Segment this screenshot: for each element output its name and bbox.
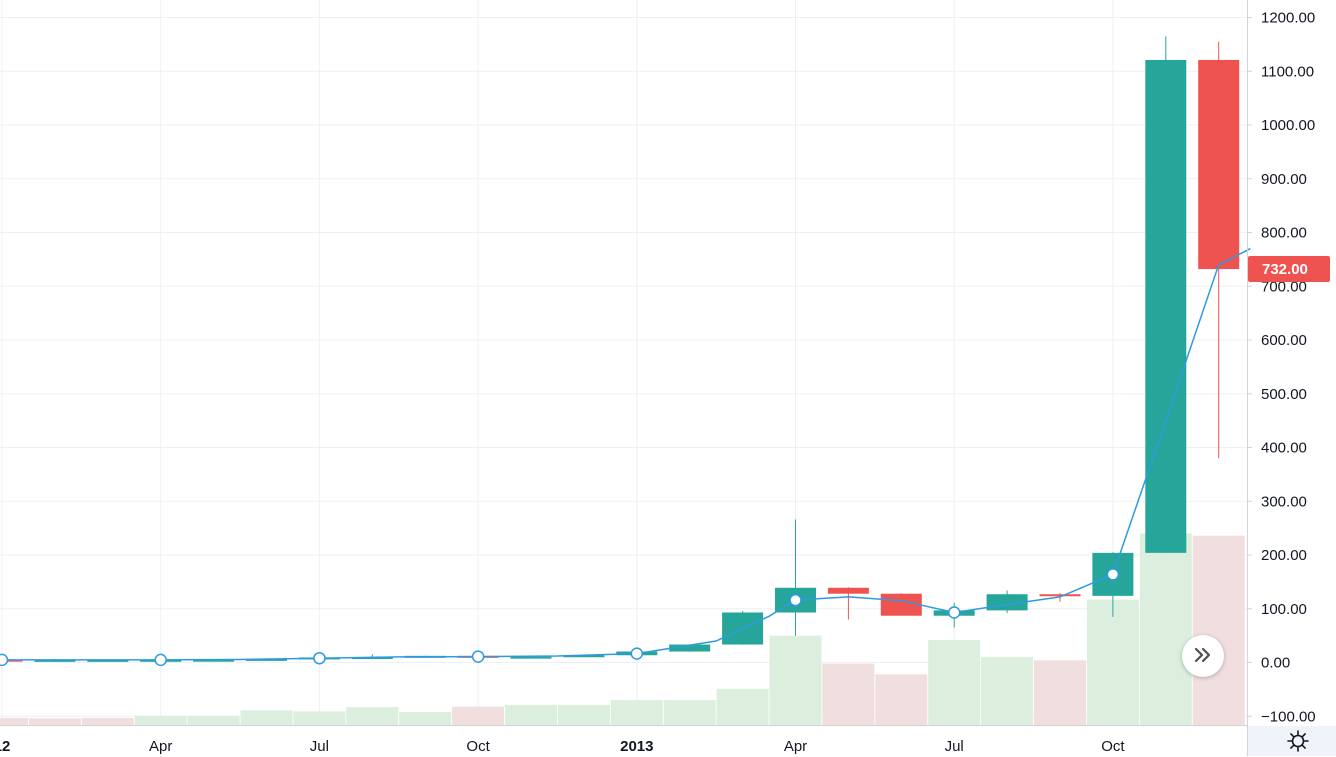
volume-bar xyxy=(1192,535,1245,725)
line-series-path xyxy=(2,247,1251,661)
time-tick-label: 12 xyxy=(0,738,10,755)
price-tick-label: 1000.00 xyxy=(1261,117,1315,134)
line-series-marker xyxy=(947,606,961,619)
line-series-marker xyxy=(0,653,9,667)
volume-bar xyxy=(610,700,663,725)
candle-body xyxy=(827,587,869,594)
line-series-marker xyxy=(154,653,167,667)
price-tick-label: −100.00 xyxy=(1261,708,1316,725)
volume-bar xyxy=(81,717,134,725)
volume-bar xyxy=(240,710,293,725)
volume-bar xyxy=(1034,660,1086,725)
volume-bars xyxy=(0,533,1245,725)
moving-average-line xyxy=(0,247,1251,667)
scroll-to-realtime-button[interactable] xyxy=(1182,635,1224,677)
candles xyxy=(0,36,1240,662)
price-tick-label: 1200.00 xyxy=(1261,10,1315,27)
price-tick-label: 0.00 xyxy=(1261,655,1290,672)
time-tick-label: 2013 xyxy=(620,738,653,755)
candle-body xyxy=(0,659,23,662)
volume-bar xyxy=(981,657,1034,725)
volume-bar xyxy=(134,715,187,725)
volume-bar xyxy=(928,639,981,725)
line-series-marker xyxy=(471,650,485,663)
candle-body xyxy=(880,593,922,616)
volume-bar xyxy=(875,674,928,725)
candle-body xyxy=(34,659,76,662)
time-tick-label: Oct xyxy=(466,738,490,755)
volume-bar xyxy=(1086,599,1139,725)
last-price-badge xyxy=(1248,256,1330,283)
volume-bar xyxy=(293,711,346,725)
time-tick-label: Oct xyxy=(1101,738,1125,755)
chart-settings-button[interactable] xyxy=(1284,729,1312,757)
last-price-label: 732.00 xyxy=(1262,261,1308,278)
candle-body xyxy=(1145,59,1187,553)
candle-body xyxy=(87,659,129,662)
volume-bar xyxy=(187,715,240,725)
candle-body xyxy=(246,658,287,661)
price-tick-label: 700.00 xyxy=(1261,278,1307,295)
volume-bar xyxy=(0,717,28,725)
volume-bar xyxy=(663,700,716,725)
volume-bar xyxy=(452,706,505,725)
double-chevron-right-icon xyxy=(1194,643,1212,669)
time-tick-label: Jul xyxy=(945,738,964,755)
candle-body xyxy=(510,656,552,659)
volume-bar xyxy=(346,707,399,725)
time-tick-label: Apr xyxy=(149,738,172,755)
candle-body xyxy=(193,659,235,662)
price-tick-label: 500.00 xyxy=(1261,386,1307,403)
time-tick-label: Jul xyxy=(310,738,329,755)
price-tick-label: 1100.00 xyxy=(1261,63,1314,80)
candle-body xyxy=(669,644,711,652)
price-tick-label: 100.00 xyxy=(1261,601,1307,618)
volume-bar xyxy=(557,704,610,725)
line-series-marker xyxy=(630,647,644,660)
volume-bar xyxy=(28,718,81,725)
volume-bar xyxy=(822,663,875,725)
volume-bar xyxy=(399,711,452,725)
price-tick-label: 600.00 xyxy=(1261,332,1307,349)
line-series-marker xyxy=(313,651,326,665)
price-tick-label: 800.00 xyxy=(1261,225,1307,242)
price-tick-label: 300.00 xyxy=(1261,493,1307,510)
line-series-marker xyxy=(789,593,802,607)
volume-bar xyxy=(769,635,822,725)
line-series-marker xyxy=(1106,568,1120,581)
price-tick-label: 900.00 xyxy=(1261,171,1307,188)
candle-body xyxy=(1039,594,1081,597)
volume-bar xyxy=(505,704,557,725)
grid-lines xyxy=(0,0,1247,725)
candle-body xyxy=(1198,59,1240,270)
volume-bar xyxy=(716,688,769,725)
volume-bar xyxy=(1139,533,1192,725)
gear-icon xyxy=(1287,729,1309,757)
price-tick-label: 400.00 xyxy=(1261,440,1307,457)
price-tick-label: 200.00 xyxy=(1261,547,1307,564)
time-tick-label: Apr xyxy=(784,738,807,755)
candle-body xyxy=(563,655,605,658)
